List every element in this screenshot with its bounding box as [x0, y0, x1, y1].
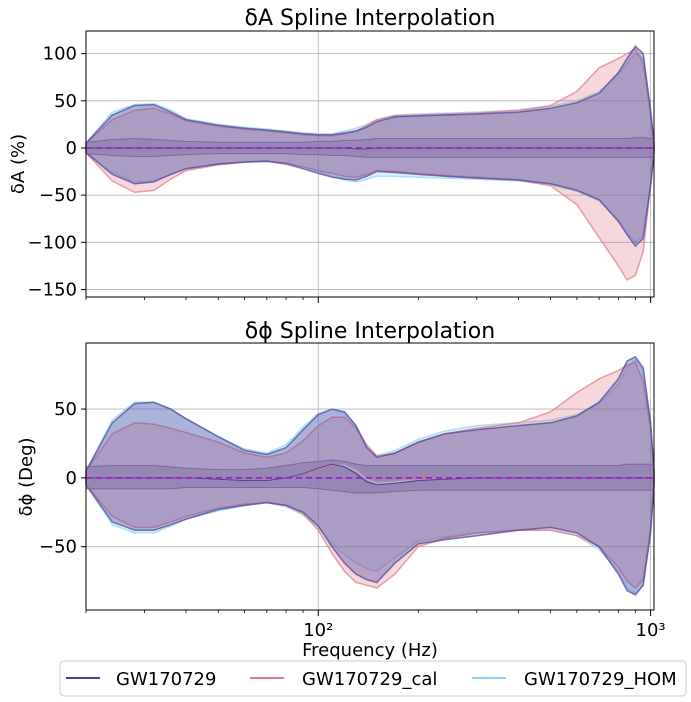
ytick-label: 0	[66, 138, 77, 159]
phase-bands	[85, 355, 655, 596]
xtick-label: 10³	[636, 620, 666, 641]
legend-label-gw170729-hom: GW170729_HOM	[524, 669, 677, 690]
phase-ylabel: δϕ (Deg)	[16, 437, 37, 516]
phase-panel: δϕ Spline Interpolation 50 0 −50 10² 10³ δϕ …	[16, 319, 666, 641]
phase-title: δϕ Spline Interpolation	[245, 319, 495, 344]
amplitude-panel: δA Spline Interpolation 100 50 0 −50 −100 −15…	[8, 6, 655, 303]
ytick-label: 50	[54, 399, 77, 420]
legend-label-gw170729-cal: GW170729_cal	[302, 669, 437, 690]
xtick-label: 10²	[303, 620, 333, 641]
amplitude-ylabel: δA (%)	[8, 134, 29, 194]
xlabel: Frequency (Hz)	[302, 640, 438, 661]
ytick-label: 50	[54, 91, 77, 112]
amplitude-ticks: 100 50 0 −50 −100 −150	[28, 44, 652, 303]
amplitude-axes-frame	[85, 30, 655, 298]
amplitude-title: δA Spline Interpolation	[245, 6, 496, 31]
legend: GW170729 GW170729_cal GW170729_HOM	[59, 660, 687, 697]
legend-box	[59, 660, 687, 697]
phase-axes-frame	[85, 342, 655, 611]
amplitude-bands	[85, 44, 655, 282]
ytick-label: −150	[28, 279, 77, 300]
ytick-label: −50	[39, 185, 77, 206]
ytick-label: 0	[66, 468, 77, 489]
ytick-label: −100	[28, 232, 77, 253]
phase-ticks: 50 0 −50 10² 10³	[39, 399, 666, 641]
ytick-label: −50	[39, 537, 77, 558]
ytick-label: 100	[43, 44, 77, 65]
legend-label-gw170729: GW170729	[116, 669, 216, 690]
